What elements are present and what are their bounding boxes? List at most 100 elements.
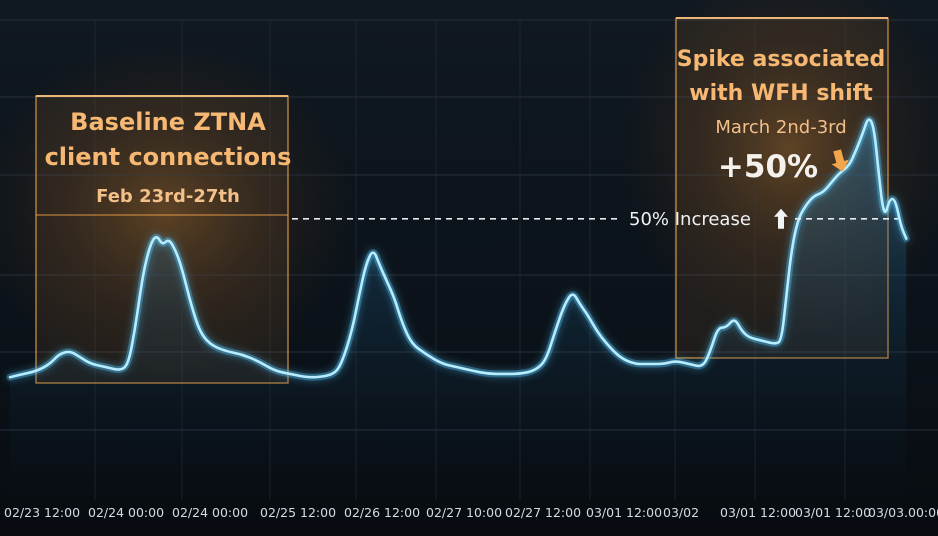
data-point — [888, 198, 890, 200]
data-point — [37, 369, 39, 371]
annotation-line: Feb 23rd-27th — [96, 186, 240, 207]
data-point — [90, 363, 92, 365]
data-point — [487, 373, 489, 375]
data-point — [208, 343, 210, 345]
data-point — [341, 360, 343, 362]
data-point — [545, 360, 547, 362]
x-tick-label: 02/26 12:00 — [344, 505, 420, 520]
data-point — [441, 363, 443, 365]
data-point — [411, 343, 413, 345]
data-point — [804, 204, 806, 206]
callout-percentage: +50% — [718, 149, 818, 185]
data-point — [318, 376, 320, 378]
data-point — [725, 327, 727, 329]
annotation-line: client connections — [45, 143, 292, 171]
data-point — [289, 373, 291, 375]
data-point — [393, 297, 395, 299]
data-point — [877, 171, 879, 173]
data-point — [223, 350, 225, 352]
data-point — [862, 132, 864, 134]
data-point — [855, 148, 857, 150]
data-point — [305, 376, 307, 378]
data-point — [240, 353, 242, 355]
series-area — [10, 119, 907, 501]
data-point — [127, 363, 129, 365]
data-point — [780, 340, 782, 342]
data-point — [733, 317, 735, 319]
up-arrow-shape — [774, 208, 788, 229]
annotation-line: Spike associated — [677, 47, 886, 72]
data-point — [554, 330, 556, 332]
data-point — [709, 350, 711, 352]
down-arrow-shape — [831, 149, 849, 172]
data-point — [182, 270, 184, 272]
data-point — [785, 297, 787, 299]
data-point — [688, 363, 690, 365]
annotation-glow — [0, 40, 355, 380]
data-point — [190, 303, 192, 305]
data-point — [572, 290, 574, 292]
x-tick-label: 03/02 — [663, 505, 699, 520]
x-tick-label: 03/01 12:00 — [586, 505, 662, 520]
data-point — [402, 323, 404, 325]
series-line — [8, 118, 908, 379]
data-point — [79, 356, 81, 358]
data-point — [534, 369, 536, 371]
data-point — [791, 247, 793, 249]
data-point — [120, 369, 122, 371]
data-point — [378, 264, 380, 266]
data-point — [334, 373, 336, 375]
x-tick-label: 02/27 10:00 — [426, 505, 502, 520]
data-point — [365, 264, 367, 266]
data-point — [58, 353, 60, 355]
data-point — [894, 198, 896, 200]
data-point — [596, 330, 598, 332]
up-arrow-icon — [774, 208, 788, 229]
data-point — [774, 343, 776, 345]
data-point — [839, 171, 841, 173]
x-tick-label: 02/25 12:00 — [260, 505, 336, 520]
data-point — [198, 330, 200, 332]
data-point — [873, 125, 875, 127]
annotation-line: Baseline ZTNA — [70, 108, 266, 136]
annotation-line: March 2nd-3rd — [715, 117, 846, 138]
data-point — [351, 330, 353, 332]
data-point — [273, 369, 275, 371]
x-tick-label: 03/03.00:00 — [868, 505, 938, 520]
data-point — [503, 373, 505, 375]
data-point — [156, 234, 158, 236]
data-point — [579, 303, 581, 305]
x-tick-label: 02/27 12:00 — [505, 505, 581, 520]
data-point — [586, 313, 588, 315]
data-point — [905, 237, 907, 239]
data-point — [161, 244, 163, 246]
data-point — [813, 195, 815, 197]
x-tick-label: 03/01 12:00 — [795, 505, 871, 520]
data-point — [633, 363, 635, 365]
x-tick-label: 02/24 00:00 — [172, 505, 248, 520]
data-point — [519, 373, 521, 375]
data-point — [822, 191, 824, 193]
data-point — [867, 115, 869, 117]
data-point — [23, 373, 25, 375]
data-point — [49, 363, 51, 365]
data-point — [358, 294, 360, 296]
data-point — [69, 350, 71, 352]
data-point — [134, 330, 136, 332]
data-point — [372, 247, 374, 249]
data-point — [702, 366, 704, 368]
data-point — [425, 353, 427, 355]
reference-line-label: 50% Increase — [629, 209, 751, 230]
data-point — [606, 343, 608, 345]
data-point — [674, 360, 676, 362]
data-point — [168, 237, 170, 239]
data-point — [138, 297, 140, 299]
x-tick-label: 02/23 12:00 — [4, 505, 80, 520]
data-point — [762, 340, 764, 342]
data-point — [619, 356, 621, 358]
data-point — [457, 366, 459, 368]
data-point — [830, 181, 832, 183]
data-point — [663, 363, 665, 365]
